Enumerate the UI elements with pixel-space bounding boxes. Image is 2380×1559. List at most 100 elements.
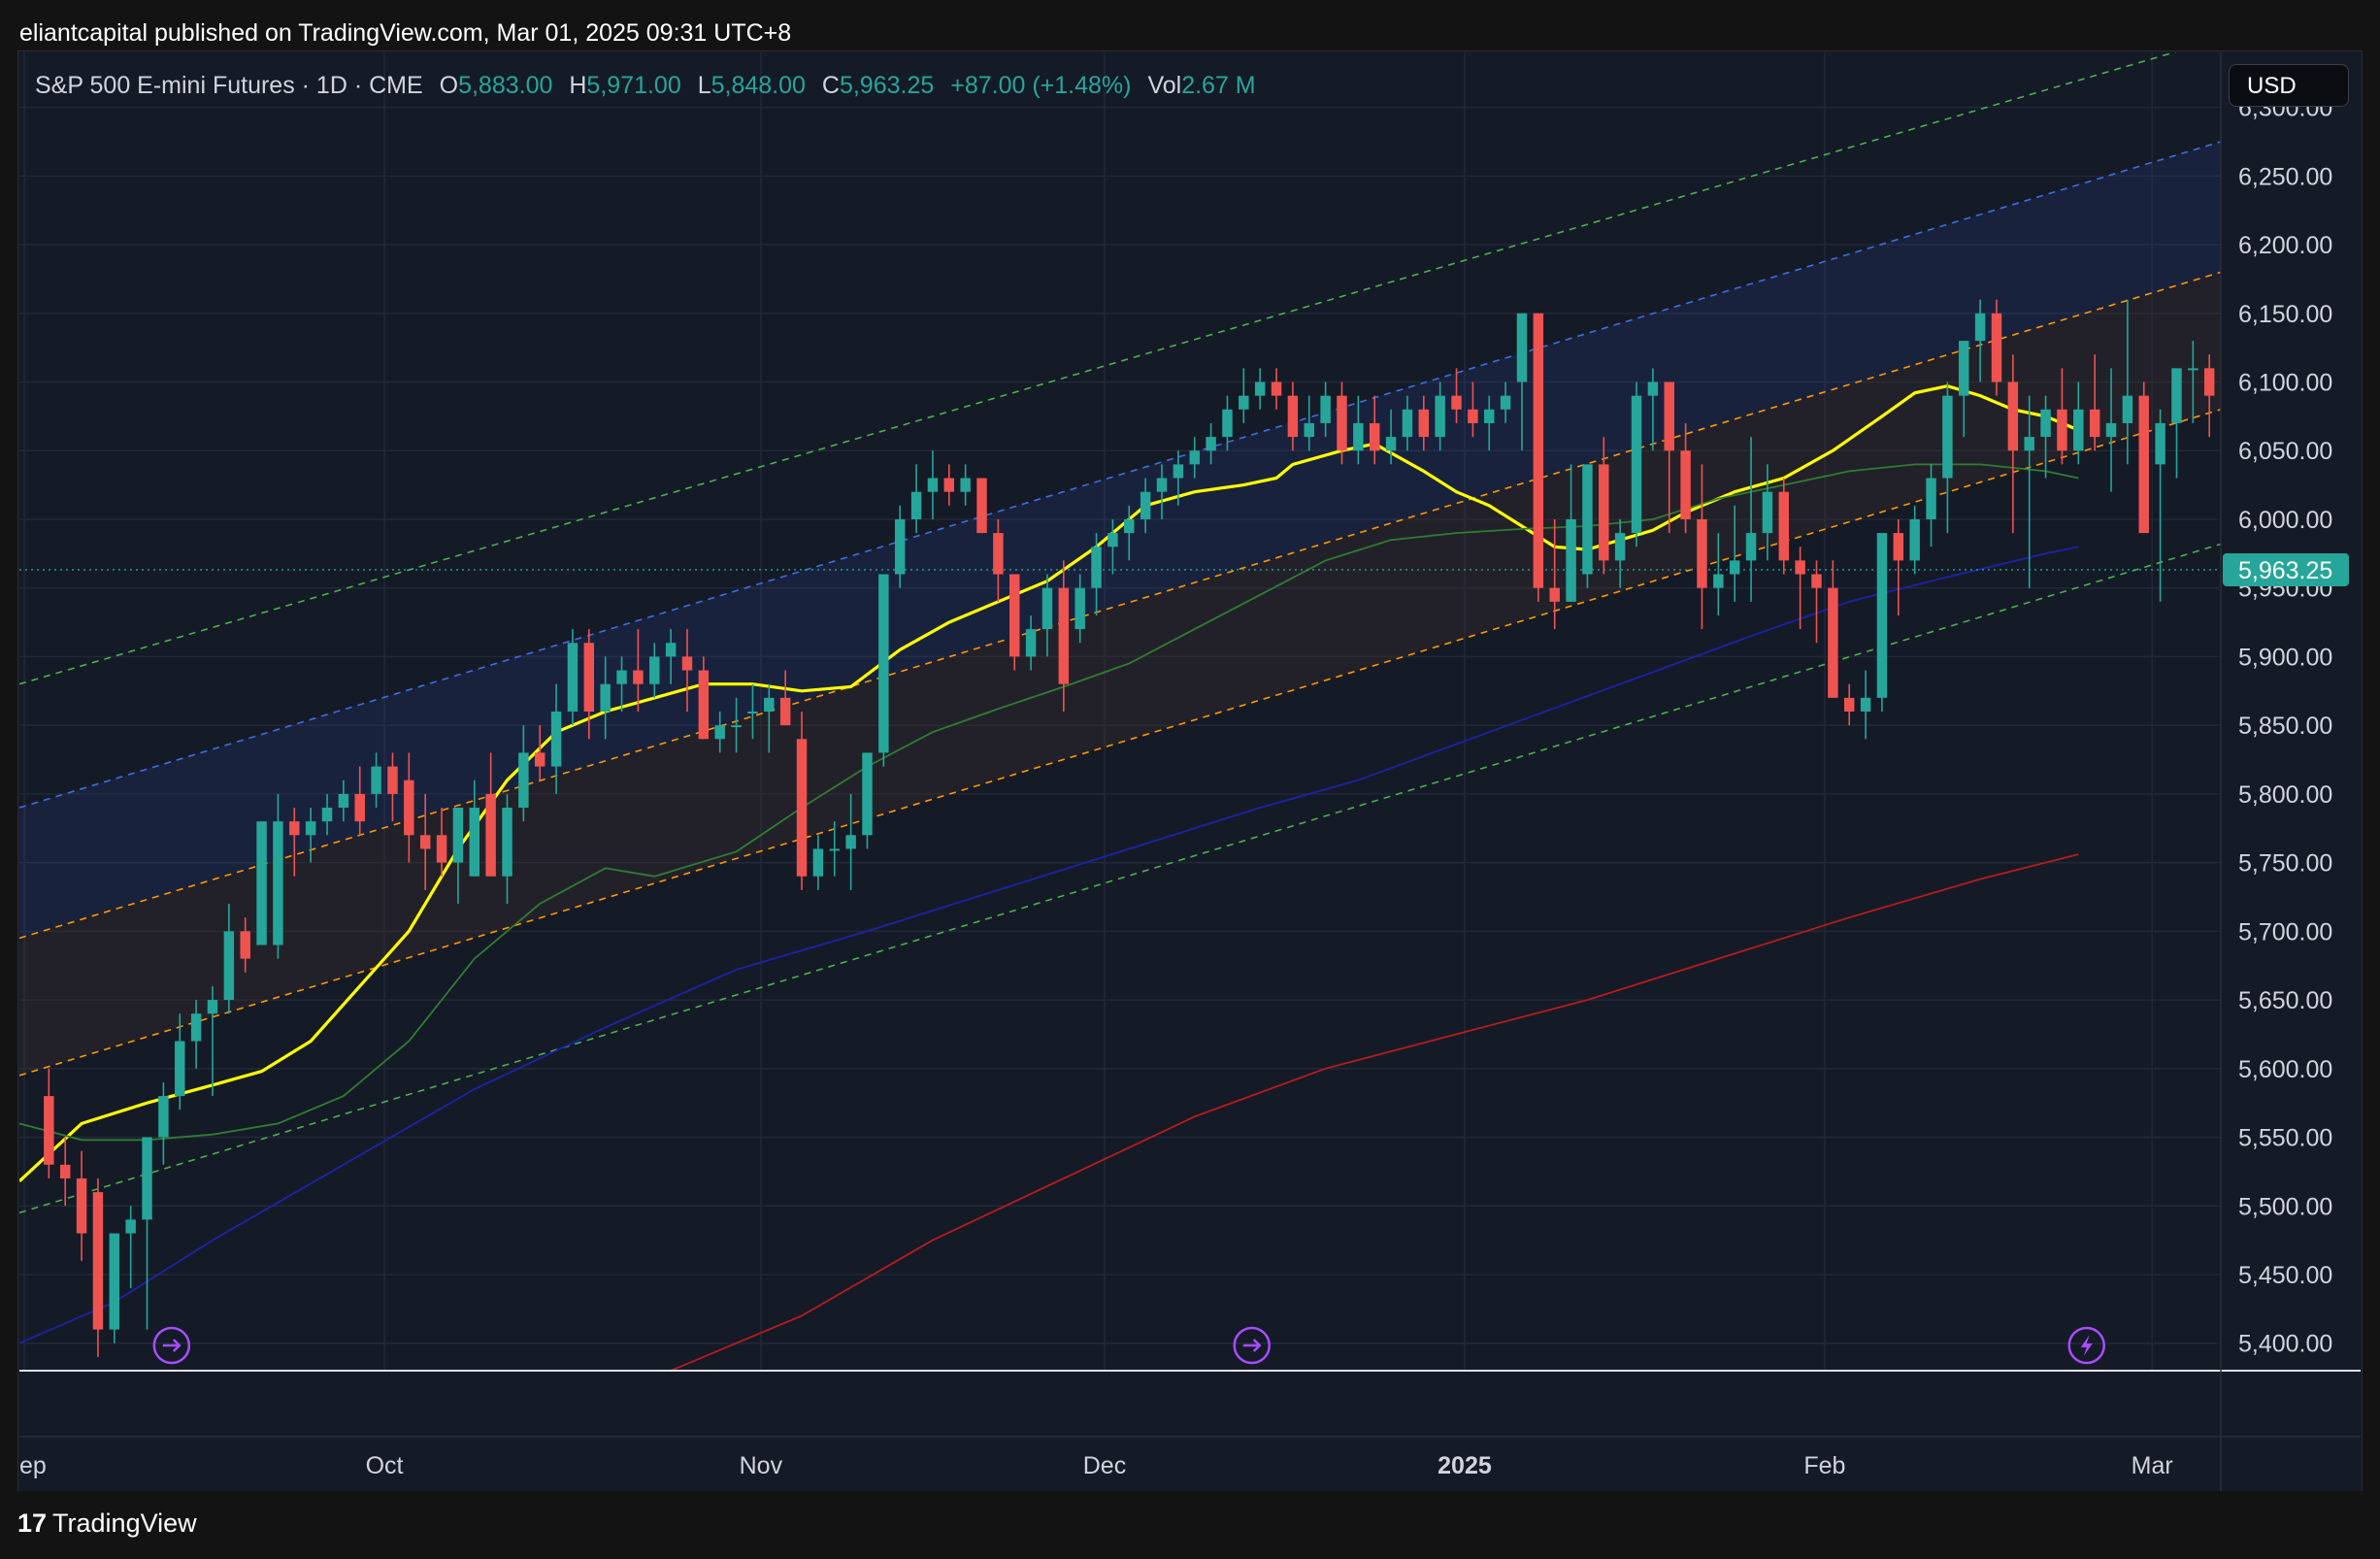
candle-body xyxy=(175,1041,185,1097)
candle-body xyxy=(273,821,283,945)
price-tick-label: 5,650.00 xyxy=(2238,987,2332,1014)
candle-body xyxy=(1091,547,1102,588)
candle-body xyxy=(1991,313,2002,382)
candle-body xyxy=(2335,300,2345,327)
candle-body xyxy=(1631,395,1642,534)
candle-body xyxy=(1843,697,1855,712)
candle-body xyxy=(404,780,414,836)
candle-body xyxy=(1271,381,1282,396)
candle-body xyxy=(1107,533,1118,547)
candle-body xyxy=(1287,395,1299,438)
candle-body xyxy=(878,574,889,753)
candle-body xyxy=(1173,464,1184,479)
candle-body xyxy=(649,656,660,684)
close-label: C xyxy=(821,72,840,99)
moving-average-line-0 xyxy=(19,384,2079,1182)
tradingview-logo-icon: 17 xyxy=(17,1509,48,1538)
candle-body xyxy=(109,1233,120,1330)
high-label: H xyxy=(569,72,587,99)
channel-band-upper xyxy=(19,141,2221,939)
price-tick-label: 5,550.00 xyxy=(2238,1125,2332,1152)
candle-body xyxy=(142,1137,152,1220)
candle-body xyxy=(1074,587,1085,630)
candle-body xyxy=(2040,409,2051,438)
moving-average-line-2 xyxy=(19,546,2079,1344)
moving-average-line-3 xyxy=(670,853,2079,1371)
candle-body xyxy=(2024,437,2034,451)
low-value: 5,848.00 xyxy=(711,72,806,99)
channel-line-4 xyxy=(19,543,2221,1214)
candle-body xyxy=(436,835,447,863)
candle-body xyxy=(1811,574,1822,588)
candle-body xyxy=(534,752,545,767)
time-tick-label: Mar xyxy=(2132,1452,2173,1479)
candle-body xyxy=(1468,409,1478,423)
candle-body xyxy=(927,478,939,492)
candle-body xyxy=(633,670,644,684)
candle-body xyxy=(485,793,496,877)
time-tick-label: Oct xyxy=(366,1452,404,1479)
candle-body xyxy=(1926,478,1936,519)
candle-body xyxy=(1795,560,1805,575)
channel-band-middle xyxy=(19,272,2221,1076)
lightning-circle-icon xyxy=(2067,1326,2105,1365)
candle-body xyxy=(1566,518,1576,602)
candle-body xyxy=(2203,368,2215,396)
symbol-name[interactable]: S&P 500 E-mini Futures · 1D · CME xyxy=(35,72,423,99)
tradingview-logo[interactable]: 17 TradingView xyxy=(17,1509,197,1539)
currency-button[interactable]: USD xyxy=(2229,64,2349,107)
price-tick-label: 6,000.00 xyxy=(2238,507,2332,534)
candle-body xyxy=(1680,450,1691,519)
tradingview-brand: TradingView xyxy=(52,1509,197,1538)
price-tick-label: 6,200.00 xyxy=(2238,232,2332,259)
candle-body xyxy=(2105,422,2117,438)
candle-body xyxy=(1337,395,1347,451)
candle-body xyxy=(2089,409,2100,438)
candle-body xyxy=(1876,533,1888,698)
candle-body xyxy=(469,808,480,877)
candle-body xyxy=(1893,533,1904,561)
candle-body xyxy=(2368,327,2378,479)
candle-body xyxy=(1647,381,1659,396)
price-tick-label: 6,050.00 xyxy=(2238,438,2332,465)
price-tick-label: 5,450.00 xyxy=(2238,1262,2332,1289)
candle-body xyxy=(976,478,987,534)
candle-body xyxy=(256,821,267,945)
candle-body xyxy=(338,793,349,809)
candle-body xyxy=(910,491,922,519)
time-tick-label: Nov xyxy=(740,1452,783,1479)
candle-body xyxy=(1451,395,1462,410)
candle-body xyxy=(387,766,398,794)
candle-body xyxy=(1778,491,1789,561)
candle-body xyxy=(305,821,316,836)
candle-body xyxy=(1959,341,1969,396)
candle-body xyxy=(1860,697,1871,712)
open-value: 5,883.00 xyxy=(458,72,553,99)
candle-body xyxy=(616,670,627,684)
candle-body xyxy=(714,725,725,740)
candle-body xyxy=(796,739,808,877)
channel-line-1 xyxy=(19,141,2221,809)
volume-label: Vol xyxy=(1147,72,1182,99)
candle-body xyxy=(44,1096,54,1165)
channel-line-0 xyxy=(19,52,2177,685)
candle-body xyxy=(845,835,856,849)
price-tick-label: 5,850.00 xyxy=(2238,713,2332,740)
lightning-glyph xyxy=(2080,1335,2093,1356)
candle-body xyxy=(1484,409,1495,423)
candle-body xyxy=(2188,368,2198,371)
price-tick-label: 6,250.00 xyxy=(2238,163,2332,190)
candle-body xyxy=(1909,518,1920,561)
candle-body xyxy=(943,478,955,492)
candle-body xyxy=(240,931,250,959)
candle-body xyxy=(583,643,595,712)
candle-body xyxy=(1516,313,1528,382)
price-tick-label: 5,400.00 xyxy=(2238,1331,2332,1358)
low-label: L xyxy=(697,72,711,99)
candle-body xyxy=(190,1013,202,1042)
candle-body xyxy=(550,712,562,767)
close-value: 5,963.25 xyxy=(839,72,935,99)
candle-body xyxy=(2220,395,2221,506)
time-tick-label: Feb xyxy=(1803,1452,1845,1479)
